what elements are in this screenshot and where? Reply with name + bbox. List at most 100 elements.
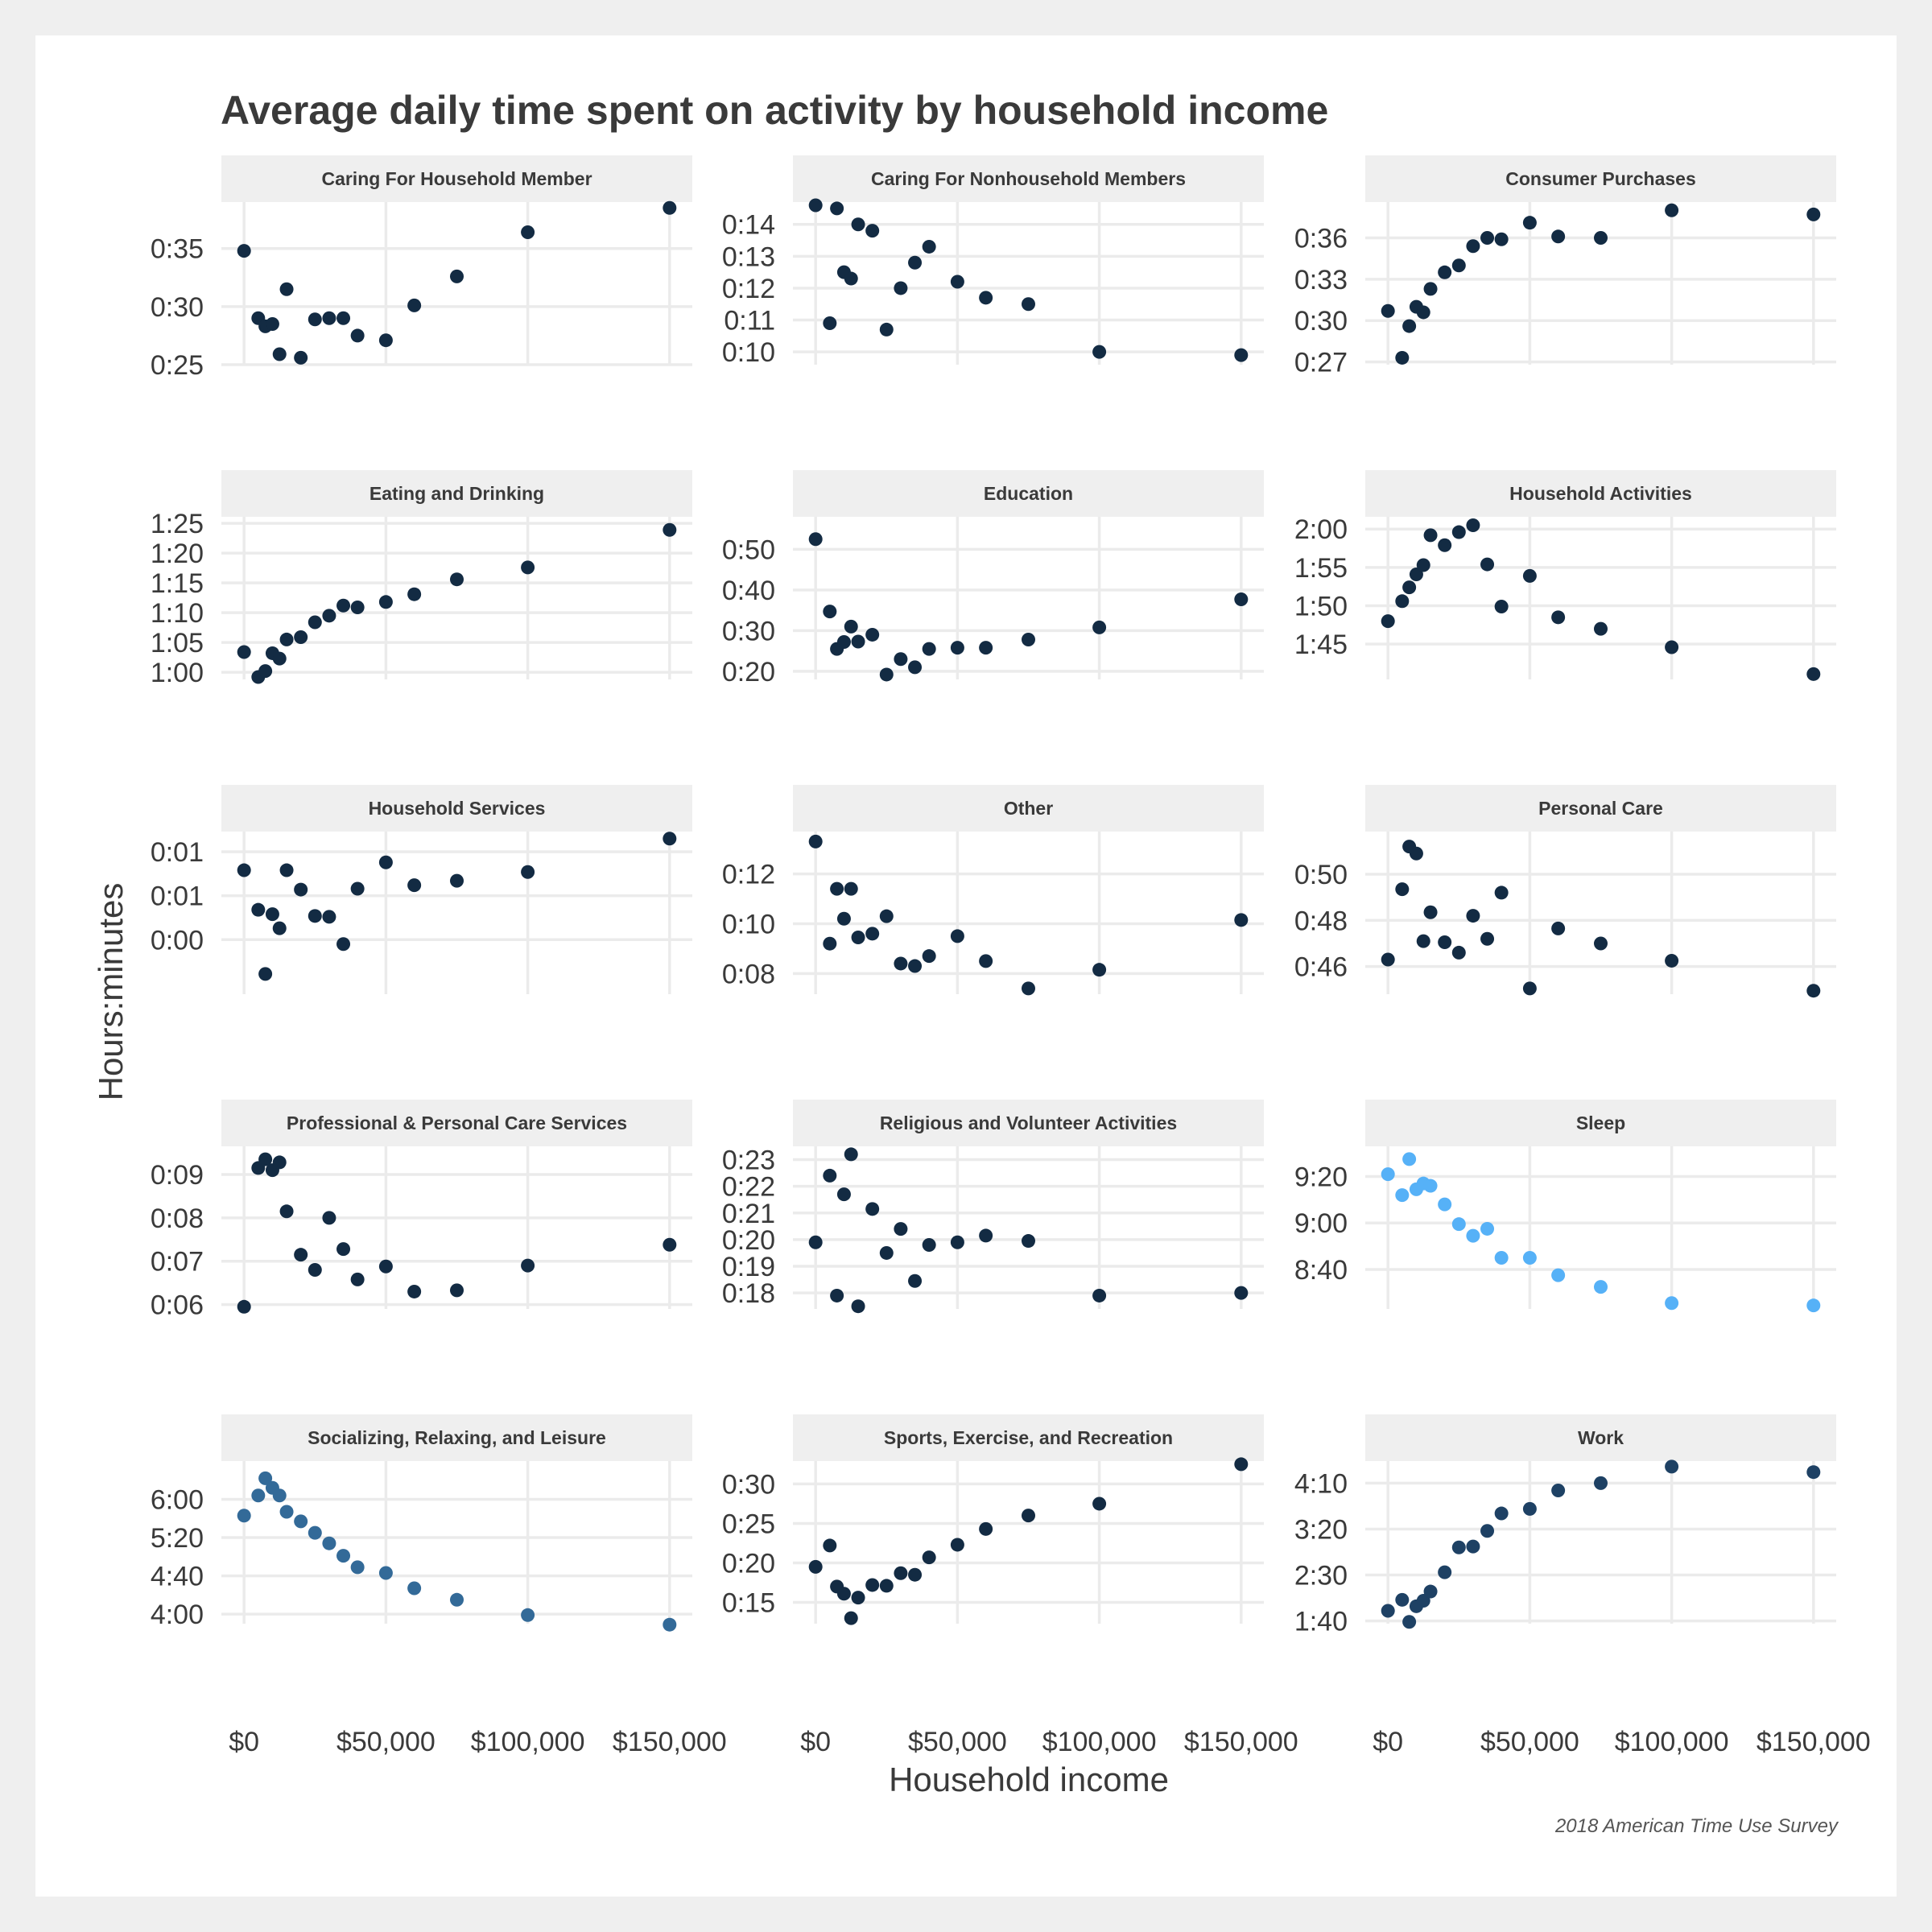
x-tick-label: $50,000 [908,1727,1007,1757]
data-point [1402,319,1417,333]
data-point [1466,1539,1480,1554]
data-point [908,959,923,973]
data-point [322,311,336,325]
data-point [894,1222,908,1236]
y-tick-label: 0:20 [722,1225,775,1256]
data-point [1594,621,1608,636]
data-point [1092,620,1107,634]
data-point [322,609,336,623]
panel-title: Work [1578,1427,1624,1448]
x-tick-label: $150,000 [1184,1727,1298,1757]
data-point [294,1514,308,1529]
data-point [1381,1604,1395,1618]
data-point [265,317,279,331]
y-tick-label: 0:19 [722,1252,775,1282]
data-point [663,200,677,215]
data-point [1806,667,1821,681]
data-point [950,1235,964,1249]
data-point [237,1299,251,1314]
data-point [350,1272,365,1286]
data-point [1466,518,1480,532]
data-point [879,667,894,682]
data-point [808,1235,823,1249]
data-point [350,881,365,896]
data-point [336,1242,351,1257]
panel-title: Caring For Household Member [321,168,592,189]
panel-sleep: Sleep 8:40 9:00 9:20 [1294,1100,1836,1313]
data-point [258,1152,273,1166]
data-point [1438,1197,1452,1212]
data-point [865,627,880,642]
data-point [663,832,677,846]
data-point [1665,203,1679,217]
data-point [1395,350,1410,365]
panel-title: Household Activities [1509,483,1692,504]
data-point [1806,1298,1821,1313]
y-tick-label: 9:20 [1294,1162,1348,1193]
y-tick-label: 0:12 [722,274,775,304]
data-point [294,882,308,897]
data-point [350,328,365,343]
data-point [879,909,894,923]
y-tick-label: 1:40 [1294,1607,1348,1637]
x-tick-label: $100,000 [1042,1727,1157,1757]
data-point [922,1238,936,1253]
y-tick-label: 0:30 [722,1469,775,1500]
panel-strip [793,470,1264,517]
data-point [663,522,677,537]
data-point [844,619,858,634]
data-point [1402,1615,1417,1629]
data-point [1416,934,1430,948]
data-point [830,1288,844,1302]
data-point [378,855,393,869]
panel-strip [1365,155,1836,202]
data-point [1092,1288,1107,1302]
data-point [823,316,837,331]
y-tick-label: 0:50 [722,535,775,565]
panel-title: Personal Care [1538,798,1663,819]
data-point [1022,297,1035,312]
data-point [823,1538,837,1553]
data-point [237,645,251,659]
y-axis-title: Hours:minutes [92,883,130,1101]
chart-title: Average daily time spent on activity by … [221,88,1328,133]
data-point [1594,1280,1608,1294]
data-point [1092,963,1107,977]
data-point [1423,905,1438,919]
data-point [844,881,858,896]
data-point [378,1566,393,1580]
data-point [1466,239,1480,254]
x-tick-label: $0 [800,1727,831,1757]
y-tick-label: 4:00 [151,1600,204,1630]
panel-strip [221,1414,692,1461]
panel-eating-and-drinking: Eating and Drinking 1:001:051:101:151:201… [151,470,692,688]
data-point [808,532,823,547]
data-point [836,635,851,650]
data-point [272,651,287,666]
panel-strip [221,785,692,832]
data-point [308,1263,322,1278]
data-point [1234,1286,1249,1300]
data-point [894,652,908,667]
y-tick-label: 0:09 [151,1160,204,1191]
x-tick-label: $100,000 [1615,1727,1729,1757]
panel-title: Socializing, Relaxing, and Leisure [308,1427,606,1448]
x-tick-label: $50,000 [1480,1727,1579,1757]
y-tick-label: 0:00 [151,925,204,956]
panel-work: Work 1:40 2:30 3:20 4:10 $0 $50,000 $100,000 $15… [1294,1414,1871,1757]
panel-strip [1365,1100,1836,1146]
data-point [1494,599,1509,613]
data-point [279,863,294,877]
data-point [1022,1509,1035,1523]
data-point [979,641,993,655]
data-point [979,291,993,305]
y-tick-label: 1:10 [151,598,204,629]
data-point [979,1228,993,1243]
data-point [1665,953,1679,968]
data-point [1395,1592,1410,1607]
data-point [1423,1179,1438,1193]
y-tick-label: 0:08 [151,1203,204,1234]
data-point [258,664,273,679]
data-point [1423,528,1438,543]
data-point [251,902,266,917]
